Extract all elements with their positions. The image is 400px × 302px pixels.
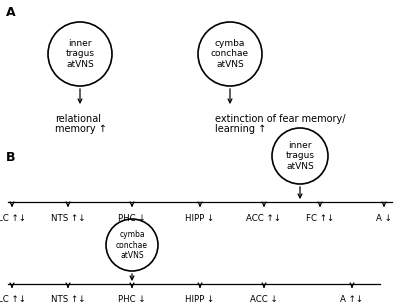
Text: memory ↑: memory ↑ xyxy=(55,124,107,134)
Text: learning ↑: learning ↑ xyxy=(215,124,266,134)
Text: HIPP ↓: HIPP ↓ xyxy=(185,214,215,223)
Text: PHC ↓: PHC ↓ xyxy=(118,295,146,302)
Text: extinction of fear memory/: extinction of fear memory/ xyxy=(215,114,346,124)
Text: cymba
conchae
atVNS: cymba conchae atVNS xyxy=(116,230,148,260)
Text: PHC ↓: PHC ↓ xyxy=(118,214,146,223)
Text: ACC ↑↓: ACC ↑↓ xyxy=(246,214,282,223)
Text: HIPP ↓: HIPP ↓ xyxy=(185,295,215,302)
Text: FC ↑↓: FC ↑↓ xyxy=(306,214,334,223)
Text: NTS ↑↓: NTS ↑↓ xyxy=(51,295,85,302)
Text: inner
tragus
atVNS: inner tragus atVNS xyxy=(286,141,314,171)
Text: A: A xyxy=(6,6,16,19)
Text: cymba
conchae
atVNS: cymba conchae atVNS xyxy=(211,39,249,69)
Text: inner
tragus
atVNS: inner tragus atVNS xyxy=(66,39,94,69)
Text: A ↓: A ↓ xyxy=(376,214,392,223)
Text: ACC ↓: ACC ↓ xyxy=(250,295,278,302)
Text: B: B xyxy=(6,151,16,164)
Text: relational: relational xyxy=(55,114,101,124)
Text: LC ↑↓: LC ↑↓ xyxy=(0,214,26,223)
Text: NTS ↑↓: NTS ↑↓ xyxy=(51,214,85,223)
Text: LC ↑↓: LC ↑↓ xyxy=(0,295,26,302)
Text: A ↑↓: A ↑↓ xyxy=(340,295,364,302)
